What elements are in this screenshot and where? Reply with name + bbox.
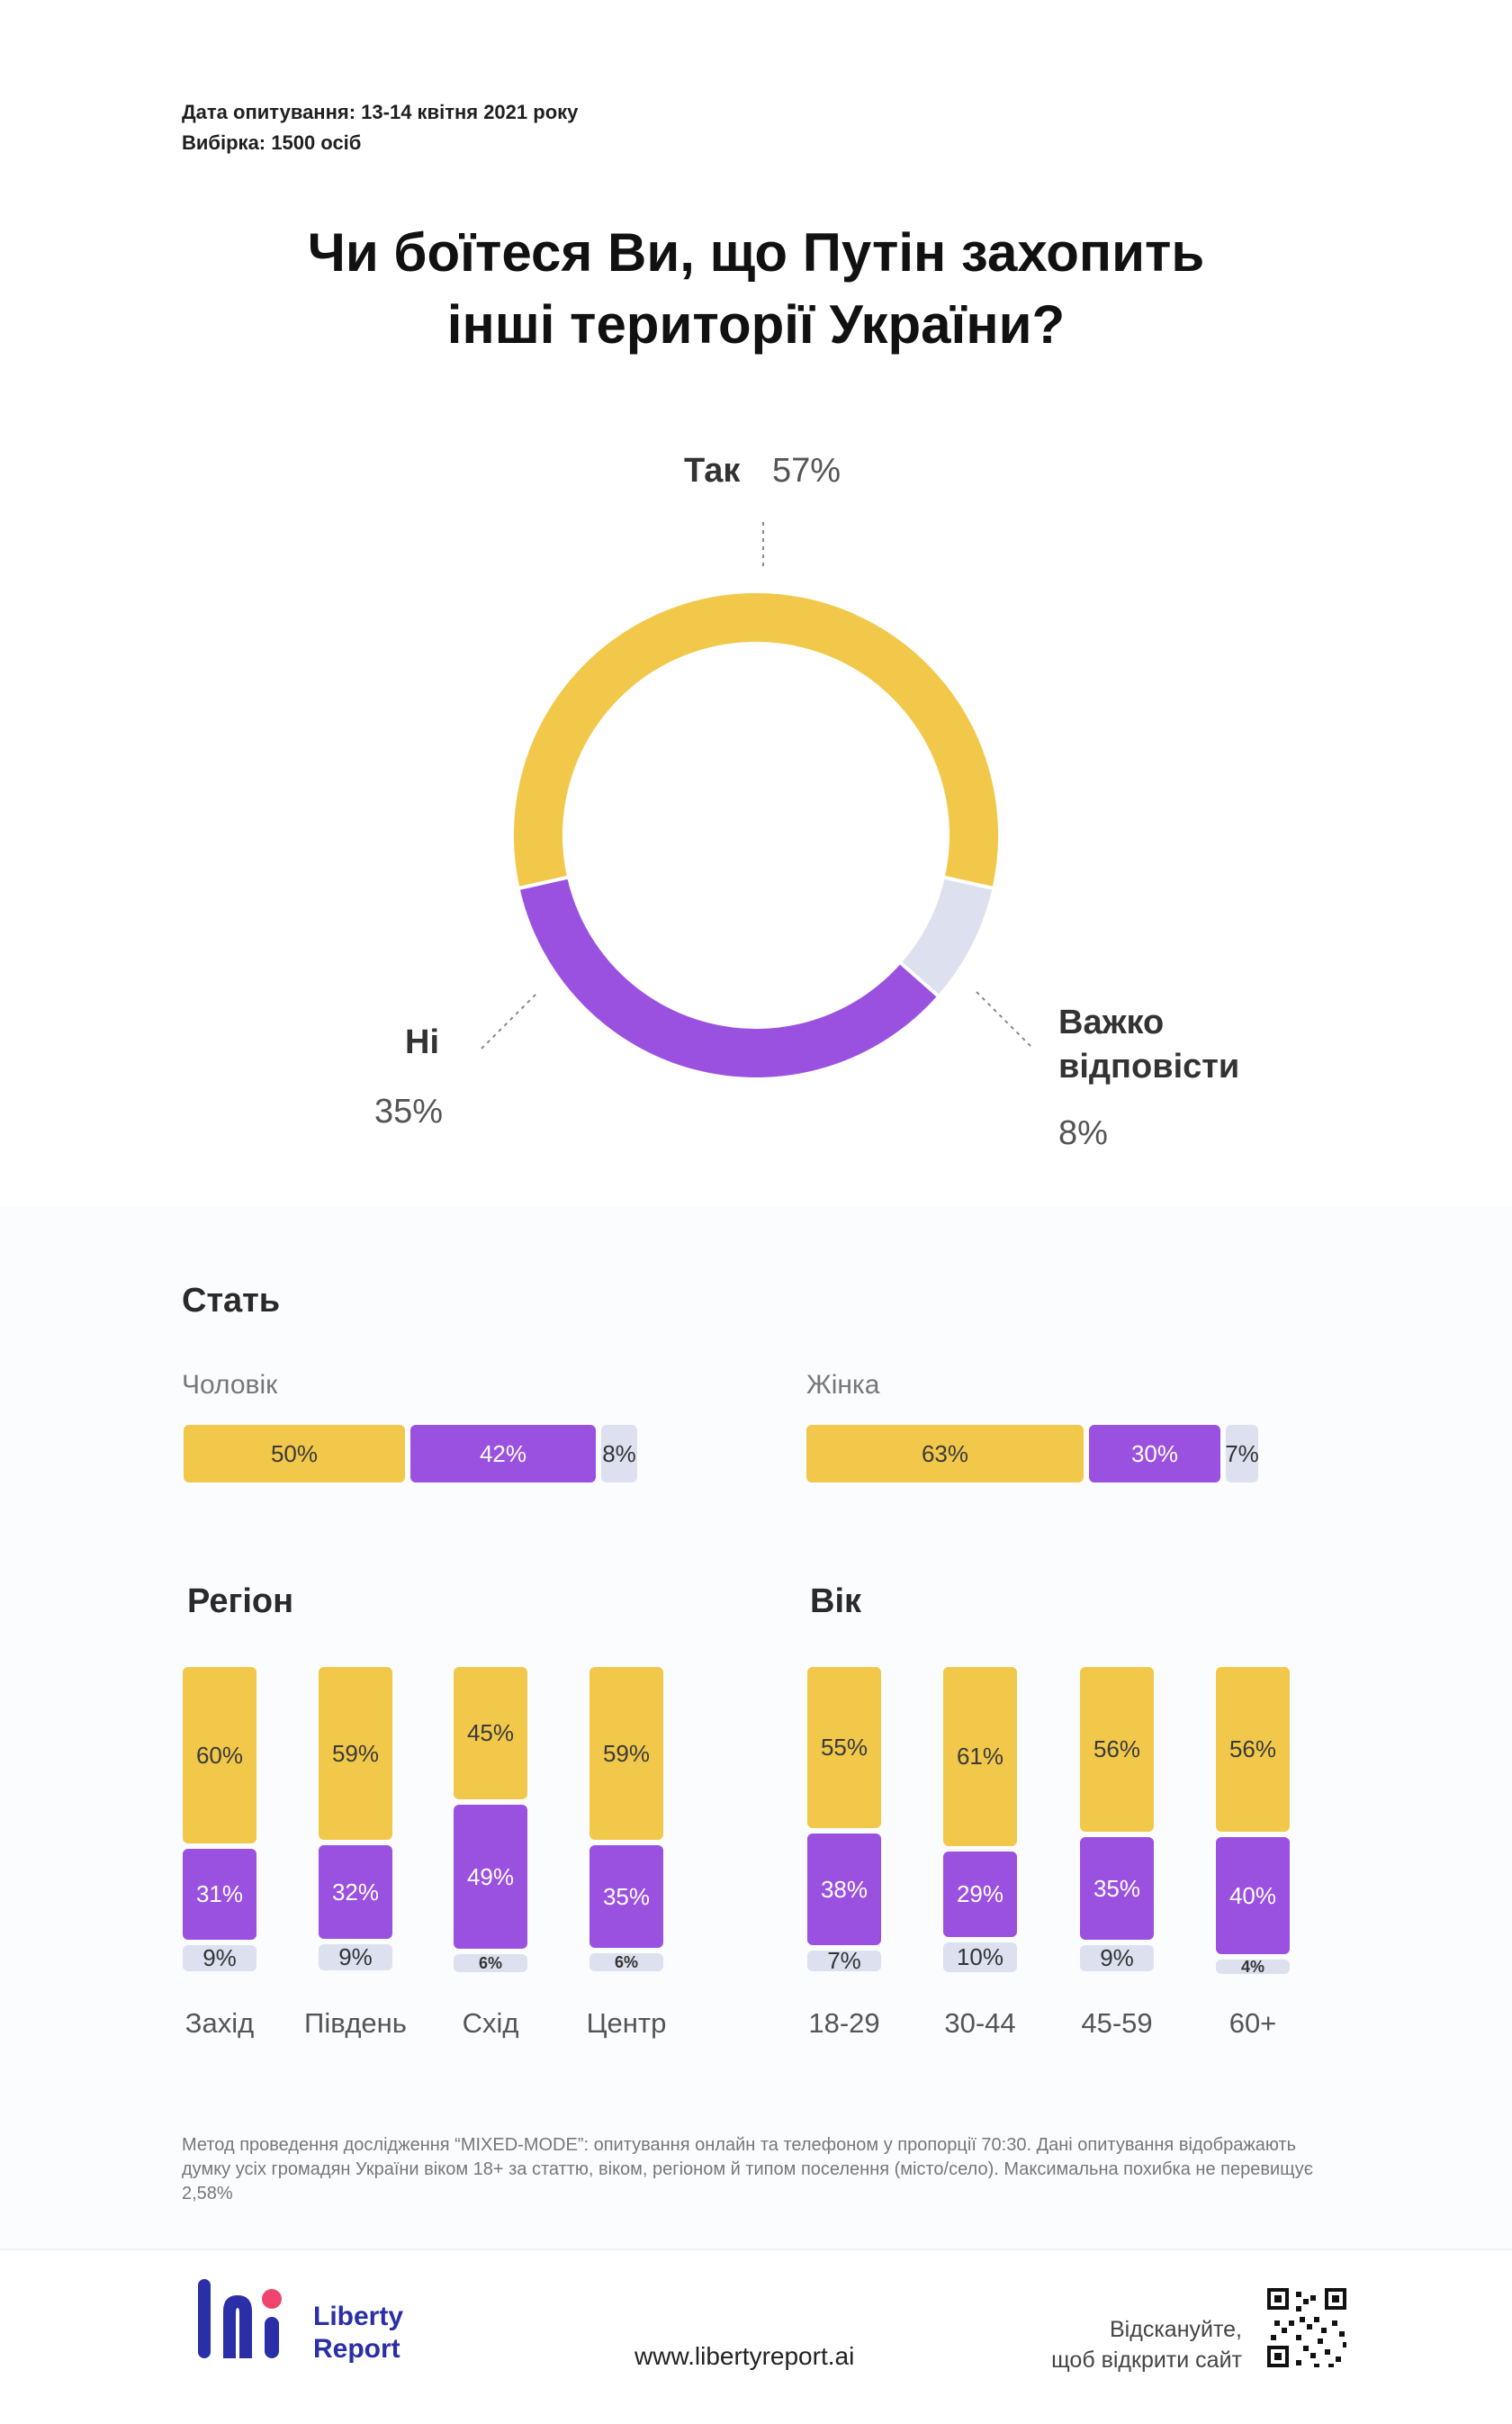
region-bar-hard: 9% (183, 1944, 256, 1971)
liberty-report-logo-icon (198, 2279, 282, 2358)
age-bar-yes: 61% (943, 1667, 1017, 1846)
donut-label-yes: Так (684, 452, 740, 491)
methodology-note: Метод проведення дослідження “MIXED-MODE… (182, 2135, 1314, 2203)
region-bar-hard: 6% (590, 1953, 663, 1971)
survey-date: Дата опитування: 13-14 квітня 2021 року (182, 101, 579, 123)
region-bar-yes: 60% (183, 1667, 256, 1843)
women-hard-bar: 7% (1225, 1425, 1259, 1482)
men-hard-bar: 8% (601, 1425, 637, 1482)
scan-text-line1: Відскануйте, (1110, 2317, 1242, 2342)
region-bar-no: 31% (183, 1849, 256, 1940)
page-title-line2: інші території України? (446, 294, 1066, 355)
region-title: Регіон (187, 1582, 294, 1620)
women-yes-bar: 63% (806, 1425, 1084, 1482)
donut-slice-yes (514, 593, 998, 888)
age-category-label: 60+ (1228, 2007, 1277, 2039)
qr-code-icon[interactable] (1267, 2288, 1346, 2367)
age-category-label: 30-44 (944, 2007, 1016, 2039)
donut-separator (942, 875, 994, 891)
age-bar-hard: 10% (943, 1942, 1017, 1972)
donut-label-yes-value: 57% (772, 452, 842, 490)
age-category-label: 18-29 (808, 2007, 880, 2039)
donut-slice-no (519, 877, 938, 1077)
age-bar-no: 35% (1080, 1837, 1154, 1940)
donut-label-hard-line1: Важко (1058, 1004, 1165, 1041)
men-no-bar: 42% (410, 1425, 596, 1482)
region-category-label: Захід (184, 2007, 255, 2039)
region-bar-hard: 9% (319, 1943, 392, 1970)
page-title-line1: Чи боїтеся Ви, що Путін захопить (307, 222, 1205, 283)
region-bar-no: 35% (590, 1845, 663, 1948)
age-bar-no: 40% (1216, 1837, 1290, 1954)
region-bar-yes: 45% (454, 1667, 527, 1799)
region-category-label: Південь (304, 2007, 407, 2039)
sample-size: Вибірка: 1500 осіб (182, 131, 362, 154)
age-title: Вік (810, 1582, 862, 1620)
donut-label-hard-line2: відповісти (1058, 1048, 1240, 1086)
donut-label-no: Ні (405, 1023, 439, 1062)
gender-women-label: Жінка (806, 1370, 880, 1400)
website-link[interactable]: www.libertyreport.ai (634, 2342, 855, 2370)
donut-slice-hard (900, 877, 993, 996)
region-category-label: Центр (586, 2007, 667, 2039)
age-bar-yes: 56% (1216, 1667, 1290, 1832)
donut-label-no-name: Ні (405, 1023, 439, 1061)
leader-hard (976, 991, 1034, 1050)
donut-separator (518, 875, 570, 891)
age-bar-no: 38% (807, 1834, 881, 1945)
men-yes-bar: 50% (184, 1425, 405, 1482)
region-bar-no: 49% (454, 1805, 527, 1949)
region-bar-hard: 6% (454, 1954, 527, 1972)
gender-men-label: Чоловік (182, 1370, 278, 1400)
age-bar-hard: 7% (807, 1947, 881, 1974)
scan-text-line2: щоб відкрити сайт (1051, 2347, 1242, 2373)
age-bar-yes: 56% (1080, 1667, 1154, 1832)
donut-label-hard-value: 8% (1058, 1114, 1108, 1152)
women-no-bar: 30% (1089, 1425, 1220, 1482)
region-bar-yes: 59% (319, 1667, 392, 1840)
age-bar-no: 29% (943, 1852, 1017, 1937)
donut-chart (481, 522, 1034, 1077)
footer-divider (0, 2248, 1512, 2250)
donut-label-no-value: 35% (374, 1093, 444, 1131)
logo-text-line1: Liberty (313, 2302, 404, 2331)
leader-no (481, 991, 539, 1050)
region-bar-yes: 59% (590, 1667, 663, 1840)
age-category-label: 45-59 (1081, 2007, 1153, 2039)
age-bar-yes: 55% (807, 1667, 881, 1828)
donut-label-yes-name: Так (684, 452, 741, 490)
gender-title: Стать (182, 1282, 281, 1320)
logo-text-line2: Report (313, 2334, 400, 2364)
region-bar-no: 32% (319, 1845, 392, 1939)
region-category-label: Схід (462, 2007, 519, 2039)
age-bar-hard: 9% (1080, 1944, 1154, 1971)
age-bar-hard: 4% (1216, 1958, 1290, 1976)
donut-separator (898, 960, 940, 998)
donut-slices (514, 593, 998, 1077)
